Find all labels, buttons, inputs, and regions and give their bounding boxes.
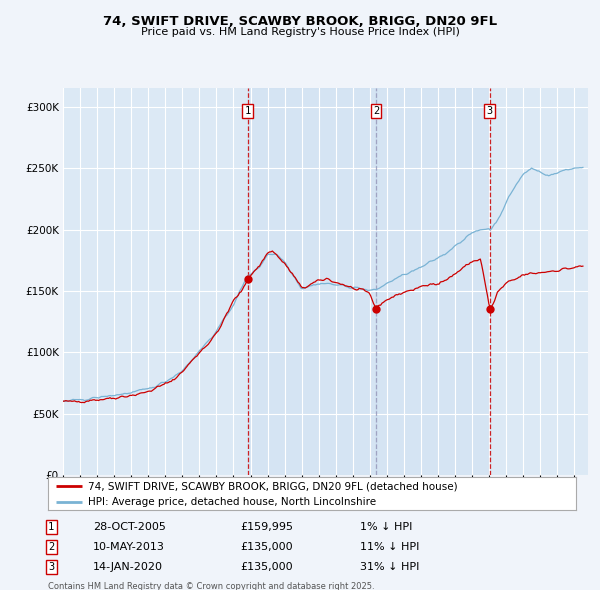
Text: 2: 2 [48,542,54,552]
Text: 1: 1 [244,106,251,116]
Text: 1: 1 [48,522,54,532]
Text: 31% ↓ HPI: 31% ↓ HPI [360,562,419,572]
Text: 74, SWIFT DRIVE, SCAWBY BROOK, BRIGG, DN20 9FL (detached house): 74, SWIFT DRIVE, SCAWBY BROOK, BRIGG, DN… [88,481,457,491]
Text: HPI: Average price, detached house, North Lincolnshire: HPI: Average price, detached house, Nort… [88,497,376,507]
Text: 28-OCT-2005: 28-OCT-2005 [93,522,166,532]
Text: Price paid vs. HM Land Registry's House Price Index (HPI): Price paid vs. HM Land Registry's House … [140,27,460,37]
Text: £135,000: £135,000 [240,562,293,572]
Text: 74, SWIFT DRIVE, SCAWBY BROOK, BRIGG, DN20 9FL: 74, SWIFT DRIVE, SCAWBY BROOK, BRIGG, DN… [103,15,497,28]
Bar [376,88,490,475]
Bar [248,88,376,475]
Text: 1% ↓ HPI: 1% ↓ HPI [360,522,412,532]
Text: 3: 3 [487,106,493,116]
Text: 11% ↓ HPI: 11% ↓ HPI [360,542,419,552]
Text: £159,995: £159,995 [240,522,293,532]
Text: 3: 3 [48,562,54,572]
Text: 2: 2 [373,106,379,116]
Text: 14-JAN-2020: 14-JAN-2020 [93,562,163,572]
Text: £135,000: £135,000 [240,542,293,552]
Text: Contains HM Land Registry data © Crown copyright and database right 2025.
This d: Contains HM Land Registry data © Crown c… [48,582,374,590]
Text: 10-MAY-2013: 10-MAY-2013 [93,542,165,552]
